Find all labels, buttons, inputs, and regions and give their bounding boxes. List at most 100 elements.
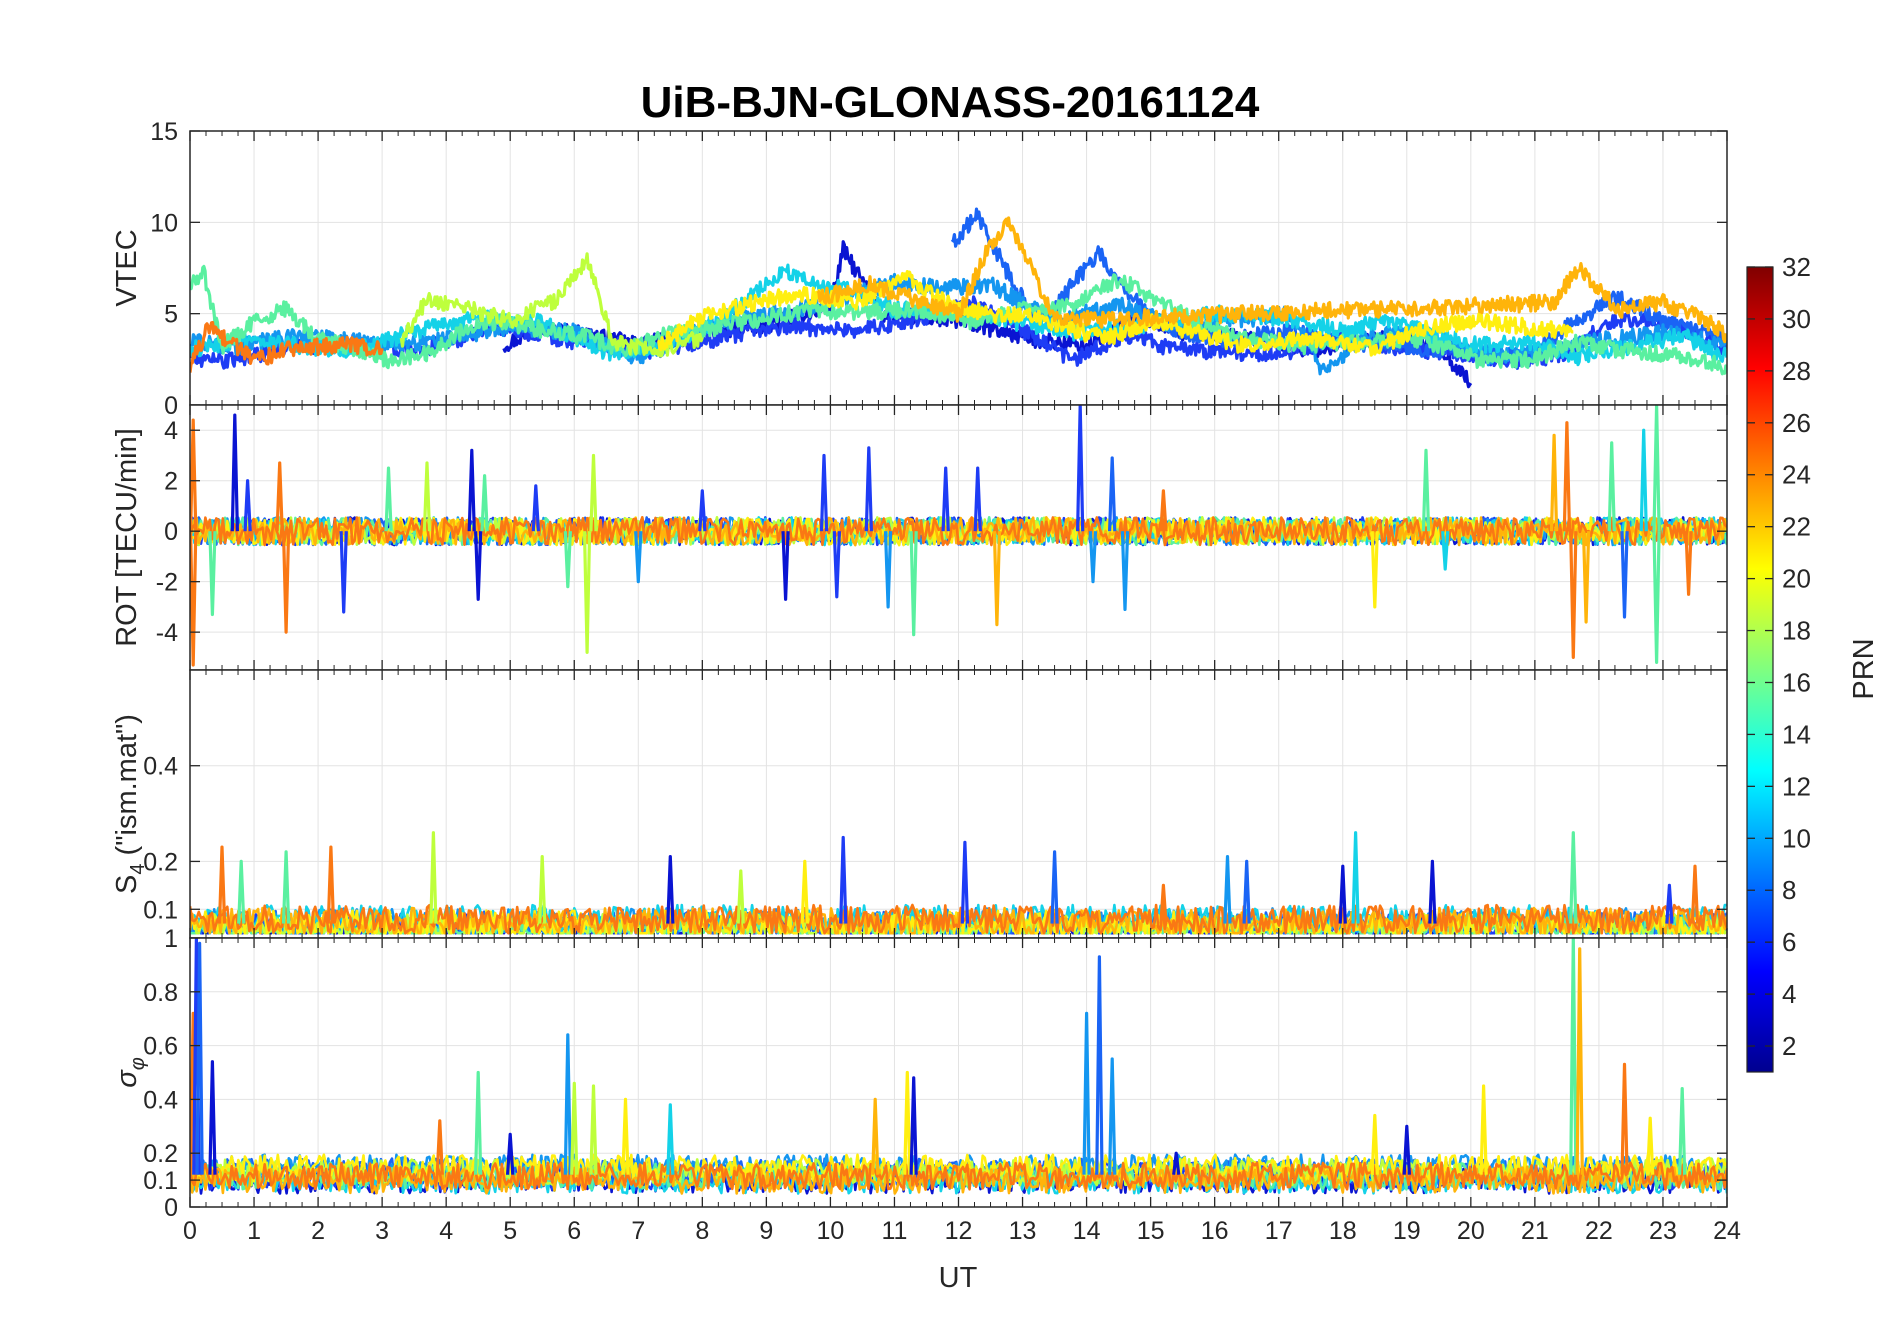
x-tick-label: 6 (567, 1217, 581, 1245)
y-tick-label: 0.4 (143, 753, 178, 781)
spike-sigma_phi-14 (909, 1076, 918, 1175)
x-tick-label: 10 (817, 1217, 845, 1245)
spike-sigma_phi-15 (1082, 1011, 1091, 1175)
spike-s4-11 (1050, 850, 1059, 924)
x-tick-label: 11 (881, 1217, 907, 1245)
spike-sigma_phi-8 (570, 1081, 579, 1175)
spike-sigma_phi-3 (208, 1060, 217, 1175)
panel-sigma_phi-data (190, 938, 1727, 1195)
spike-rot-17 (634, 531, 643, 584)
x-tick-label: 24 (1713, 1217, 1741, 1245)
spike-s4-19 (1665, 883, 1674, 924)
trace-rot-9 (190, 516, 1727, 547)
spike-s4-2 (281, 850, 291, 924)
spike-rot-7 (339, 531, 348, 614)
spike-rot-11 (474, 531, 483, 601)
y-tick-label: 10 (150, 209, 178, 237)
spike-rot-42 (1639, 428, 1648, 532)
spike-s4-15 (1338, 864, 1347, 924)
spike-sigma_phi-16 (1095, 955, 1104, 1175)
y-tick-label: 1 (164, 925, 178, 953)
spike-rot-36 (1549, 433, 1559, 532)
spike-sigma_phi-13 (903, 1070, 912, 1175)
spike-rot-37 (1562, 421, 1572, 532)
spike-rot-27 (992, 531, 1002, 627)
spike-sigma_phi-11 (666, 1103, 675, 1175)
colorbar-tick-label: 6 (1782, 927, 1796, 957)
spike-sigma_phi-21 (1479, 1084, 1488, 1175)
x-tick-label: 2 (311, 1217, 325, 1245)
spike-rot-2 (208, 531, 217, 617)
y-axis-label-rot: ROT [TECU/min] (111, 428, 143, 647)
spike-rot-38 (1569, 531, 1578, 659)
trace-rot-8 (190, 516, 1727, 547)
spike-sigma_phi-19 (1370, 1113, 1379, 1175)
colorbar-tick-label: 8 (1782, 875, 1796, 905)
colorbar-tick-label: 26 (1782, 408, 1811, 438)
y-tick-label: 2 (164, 468, 178, 496)
spike-rot-33 (1370, 531, 1379, 609)
spike-rot-29 (1088, 531, 1098, 584)
x-tick-label: 22 (1585, 1217, 1613, 1245)
spike-sigma_phi-12 (871, 1097, 880, 1175)
spike-sigma_phi-18 (1172, 1151, 1181, 1175)
spike-rot-12 (480, 474, 489, 532)
colorbar-tick-label: 28 (1782, 356, 1811, 386)
spike-sigma_phi-26 (1678, 1087, 1687, 1175)
colorbar-gradient (1746, 266, 1774, 1073)
x-tick-label: 12 (945, 1217, 973, 1245)
spike-rot-28 (1076, 405, 1085, 532)
spike-s4-17 (1428, 859, 1437, 924)
x-tick-label: 17 (1265, 1217, 1293, 1245)
spike-rot-35 (1441, 531, 1450, 571)
spike-rot-5 (275, 461, 284, 532)
spike-rot-32 (1159, 489, 1168, 532)
spike-s4-16 (1351, 831, 1360, 924)
colorbar-tick-label: 24 (1782, 460, 1811, 490)
x-tick-label: 0 (183, 1217, 197, 1245)
x-tick-label: 5 (503, 1217, 517, 1245)
spike-rot-25 (941, 466, 950, 532)
y-tick-label: 0 (164, 518, 178, 546)
panel-rot: -4 -2 0 2 4 ROT [TECU/min] (111, 404, 1728, 671)
colorbar-tick-label: 22 (1782, 512, 1811, 542)
panel-vtec-data (190, 207, 1727, 389)
x-axis-label: UT (939, 1262, 978, 1294)
panel-s4-ticks (189, 670, 1728, 938)
spike-rot-13 (531, 484, 540, 532)
spike-rot-26 (973, 466, 982, 532)
spike-sigma_phi-6 (506, 1132, 515, 1175)
y-tick-label: 15 (150, 118, 178, 146)
y-tick-label: 0.1 (143, 1167, 178, 1195)
spike-rot-19 (781, 531, 790, 601)
spike-sigma_phi-25 (1646, 1116, 1655, 1175)
colorbar-tick-label: 18 (1782, 616, 1811, 646)
series-line-prn-18 (399, 252, 704, 358)
panel-sigma_phi-ticks (189, 937, 1728, 1208)
y-axis-label-sigma_phi: σφ (111, 1057, 149, 1088)
y-axis-label-vtec: VTEC (111, 229, 143, 306)
panel-rot-ticks (189, 405, 1728, 670)
spike-s4-13 (1223, 855, 1232, 924)
y-tick-label: 0.8 (143, 979, 178, 1007)
spike-sigma_phi-4 (435, 1119, 444, 1175)
spike-sigma_phi-9 (589, 1084, 598, 1175)
spike-rot-23 (883, 531, 893, 609)
spike-s4-10 (960, 840, 970, 924)
spike-rot-44 (1652, 531, 1661, 664)
x-tick-label: 14 (1073, 1217, 1101, 1245)
spike-rot-1 (190, 531, 198, 667)
spike-rot-43 (1652, 405, 1661, 532)
spike-s4-6 (666, 855, 675, 924)
panel-vtec: 0 5 10 15 VTEC (111, 118, 1728, 420)
spike-rot-22 (864, 446, 873, 532)
series-line-prn-20 (657, 270, 1574, 357)
y-tick-label: 0 (164, 392, 178, 420)
y-tick-label: -4 (156, 619, 178, 647)
panel-s4: 0.10.20.4S4 ("ism.mat") (111, 669, 1728, 939)
figure-title: UiB-BJN-GLONASS-20161124 (641, 78, 1260, 127)
colorbar-label: PRN (1848, 638, 1880, 699)
